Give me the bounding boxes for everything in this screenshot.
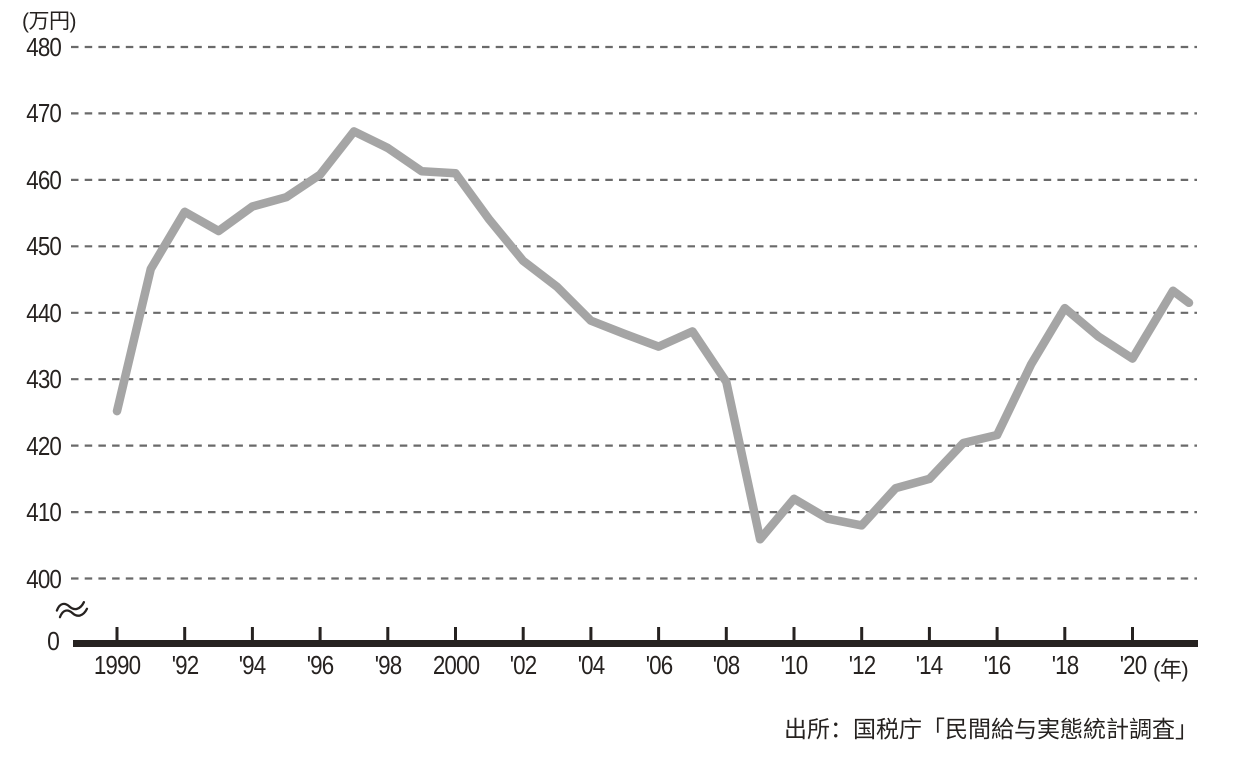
x-axis-tick	[589, 627, 593, 642]
x-axis-tick	[386, 627, 390, 642]
y-axis-tick-label: 430	[26, 364, 62, 395]
y-axis-tick-label: 480	[26, 32, 62, 62]
x-axis-tick	[250, 627, 254, 642]
x-axis-line	[73, 640, 1198, 647]
y-axis-tick-label: 420	[26, 430, 62, 461]
y-axis-zero-label: 0	[47, 626, 60, 656]
x-axis-year-unit-label: (年)	[1153, 657, 1189, 682]
salary-trend-line	[112, 127, 1194, 544]
x-axis-tick-label: '92	[171, 650, 198, 680]
y-axis-unit-label: (万円)	[22, 10, 77, 33]
x-axis-tick	[995, 627, 999, 642]
x-axis-tick-label: '18	[1051, 650, 1079, 680]
x-axis-tick-label: '96	[306, 650, 334, 680]
x-axis-tick	[860, 627, 864, 642]
x-axis-tick-label: 1990	[93, 650, 141, 680]
x-axis-tick	[454, 627, 457, 642]
y-axis-tick-label: 400	[26, 563, 62, 594]
y-axis-tick-label: 470	[26, 98, 62, 129]
x-axis-tick	[318, 627, 322, 642]
x-axis-tick-label: 2000	[432, 650, 479, 680]
x-axis-tick-label: '08	[713, 650, 740, 680]
x-axis-tick-label: '20	[1119, 650, 1146, 680]
y-axis-tick-label: 440	[26, 297, 62, 328]
x-axis-tick	[724, 627, 728, 642]
y-axis-tick-label: 450	[26, 231, 62, 262]
x-axis-tick	[927, 627, 931, 642]
x-axis-tick	[521, 627, 525, 642]
x-axis-tick	[657, 627, 661, 642]
x-axis-tick	[1131, 627, 1134, 642]
x-axis-tick	[792, 627, 796, 642]
x-axis-tick-label: '04	[577, 650, 605, 680]
x-axis-tick-label: '14	[916, 650, 943, 680]
x-axis-tick-label: '94	[239, 650, 266, 680]
x-axis-tick-label: '12	[848, 650, 875, 680]
x-axis-tick	[115, 627, 119, 642]
source-caption: 出所：国税庁「民間給与実態統計調査」	[784, 716, 1198, 742]
axis-break-icon	[55, 601, 89, 619]
x-axis-tick	[183, 627, 187, 642]
x-axis-tick	[1063, 627, 1067, 642]
y-axis-tick-label: 460	[26, 164, 62, 195]
x-axis-tick-label: '16	[983, 650, 1011, 680]
x-axis-tick-label: '06	[645, 650, 672, 680]
x-axis-tick-label: '98	[374, 650, 402, 680]
y-axis-tick-label: 410	[26, 497, 62, 528]
x-axis-tick-label: '02	[509, 650, 537, 680]
x-axis-tick-label: '10	[780, 650, 808, 680]
